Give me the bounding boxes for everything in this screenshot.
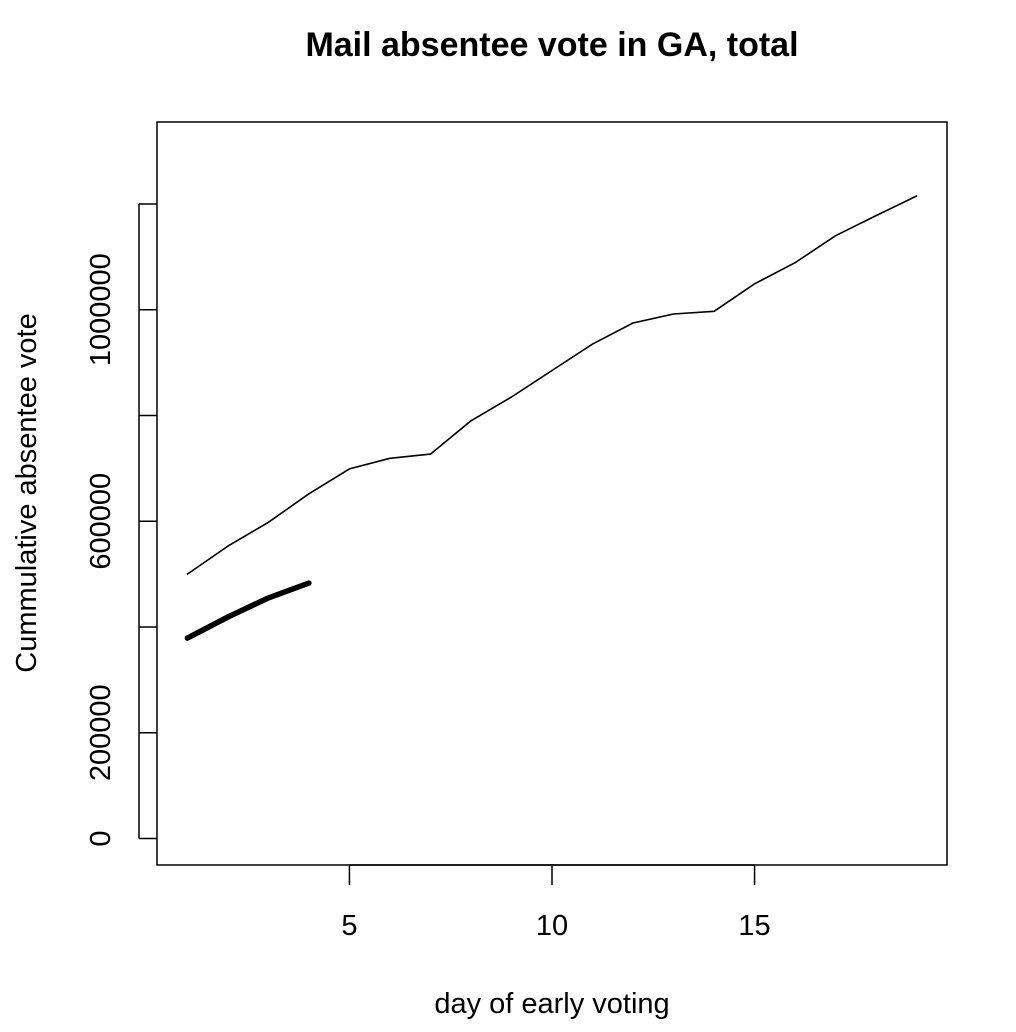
x-tick-label: 10: [536, 910, 568, 942]
x-tick-label: 15: [738, 910, 770, 942]
y-axis: 0 200000 600000 1000000: [85, 203, 157, 847]
series-layer: [184, 195, 918, 641]
x-axis: 5 10 15: [341, 864, 771, 942]
y-tick-label: 200000: [85, 684, 117, 781]
y-tick-label: 600000: [85, 473, 117, 570]
y-tick-label: 0: [85, 830, 117, 846]
series-line-1: [186, 195, 918, 575]
y-tick-label: 1000000: [85, 253, 117, 366]
plot-frame: [156, 121, 948, 866]
chart-title: Mail absentee vote in GA, total: [305, 26, 798, 64]
x-tick-label: 5: [341, 910, 357, 942]
series-line-2: [184, 580, 312, 641]
x-axis-title: day of early voting: [434, 988, 669, 1020]
y-axis-title: Cummulative absentee vote: [11, 313, 43, 672]
